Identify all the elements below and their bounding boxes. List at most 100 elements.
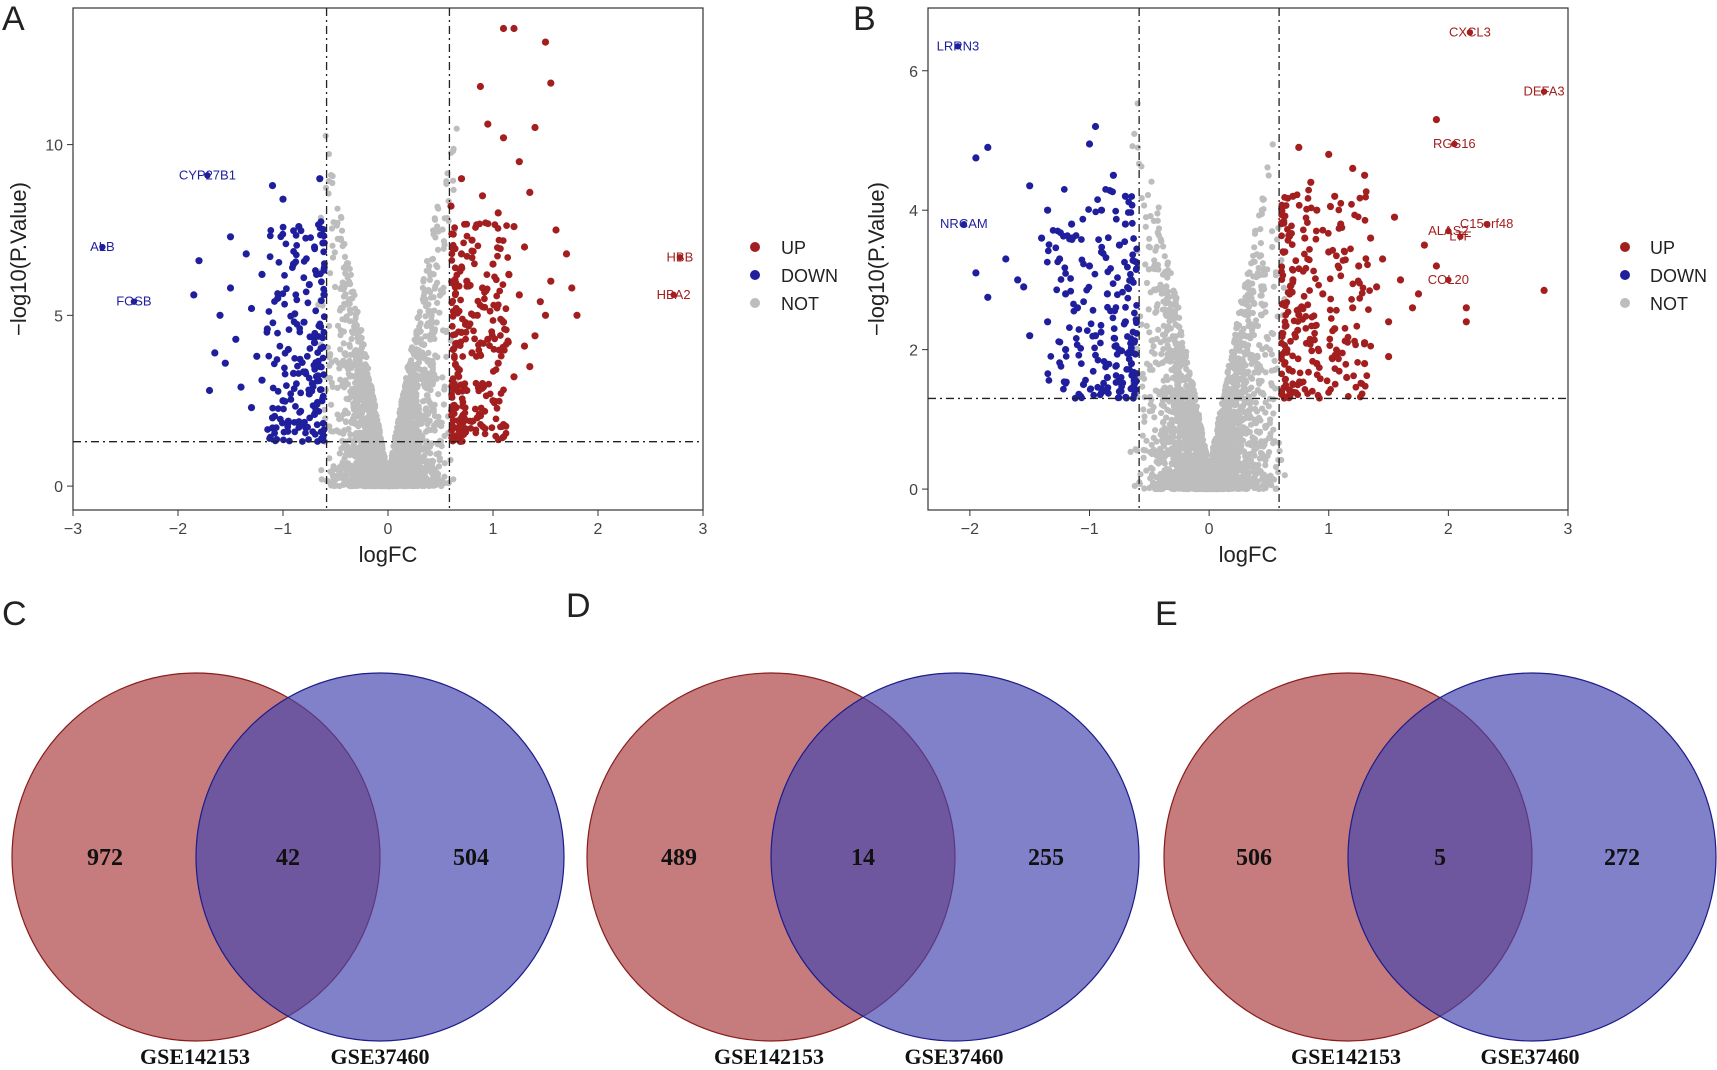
not-point [408, 372, 415, 379]
down-point [277, 233, 285, 241]
not-point [341, 441, 348, 448]
not-point [433, 419, 440, 426]
up-point [477, 352, 485, 359]
not-point [404, 403, 411, 410]
down-point [269, 319, 277, 327]
not-point [438, 478, 446, 485]
not-point [357, 478, 364, 485]
up-point [466, 320, 474, 328]
x-tick-label: 0 [384, 521, 393, 538]
not-point [1239, 356, 1246, 363]
not-point [1145, 306, 1152, 313]
not-point [1132, 446, 1139, 453]
legend-down-swatch-a [750, 270, 760, 280]
not-point [420, 342, 427, 349]
not-point [1151, 414, 1158, 421]
down-point [205, 386, 214, 395]
not-point [352, 315, 359, 322]
not-point [1146, 235, 1153, 242]
not-point [408, 408, 415, 415]
down-point [311, 329, 319, 337]
down-point [284, 423, 292, 431]
not-point [1142, 261, 1149, 268]
not-point [1259, 260, 1266, 267]
not-point [1281, 472, 1288, 479]
down-point [320, 285, 328, 293]
not-point [325, 322, 333, 330]
not-point [412, 459, 419, 466]
not-point [1270, 283, 1277, 290]
down-point [314, 349, 322, 356]
not-point [375, 469, 382, 476]
not-point [1134, 100, 1141, 107]
not-point [345, 361, 352, 368]
not-point [406, 450, 413, 457]
down-point [280, 428, 288, 436]
not-point [334, 322, 342, 329]
up-point [492, 415, 500, 423]
up-point [457, 175, 466, 183]
not-point [1244, 312, 1252, 319]
not-point [1247, 421, 1255, 428]
not-point [426, 263, 433, 270]
gene-label: HBB [667, 249, 694, 264]
not-point [443, 327, 450, 334]
plot-frame-a [72, 7, 704, 511]
not-point [1247, 457, 1255, 464]
not-point [1262, 369, 1269, 376]
not-point [353, 322, 360, 329]
down-point [305, 390, 313, 398]
not-point [436, 457, 443, 464]
not-point [333, 427, 340, 434]
down-point [302, 368, 309, 376]
gene-label: FOSB [116, 294, 151, 309]
up-point [502, 305, 510, 313]
up-point [531, 332, 539, 340]
down-point [310, 243, 319, 251]
not-point [1152, 427, 1159, 434]
not-point [1154, 210, 1161, 217]
down-point [258, 376, 266, 384]
down-point [268, 414, 277, 422]
not-point [429, 381, 436, 388]
not-point [1257, 226, 1264, 233]
not-point [411, 336, 418, 343]
down-point [195, 257, 203, 265]
down-point [310, 339, 319, 347]
not-point [375, 459, 382, 466]
not-point [429, 332, 436, 339]
not-point [420, 371, 427, 378]
not-point [318, 476, 325, 483]
down-point [247, 304, 256, 313]
down-point [266, 253, 274, 261]
not-point [1146, 408, 1153, 415]
not-point [425, 349, 432, 356]
down-point [303, 352, 311, 360]
down-point [274, 387, 282, 395]
up-point [541, 38, 550, 46]
not-point [419, 284, 426, 292]
not-point [431, 215, 438, 222]
not-point [410, 440, 417, 447]
not-point [439, 226, 446, 233]
not-point [350, 288, 357, 295]
not-point [1168, 433, 1175, 440]
up-point [505, 270, 513, 278]
up-point [449, 345, 457, 354]
not-point [422, 333, 429, 340]
not-point [1142, 214, 1150, 221]
down-point [292, 291, 300, 299]
not-point [438, 482, 445, 490]
not-point [329, 242, 336, 249]
not-point [1246, 414, 1253, 422]
down-point [287, 390, 295, 398]
down-point [320, 248, 328, 256]
up-point [481, 430, 489, 438]
not-point [1263, 333, 1270, 341]
down-point [300, 274, 308, 282]
not-point [441, 241, 448, 248]
panel-label-b: B [853, 0, 876, 38]
not-point [425, 286, 432, 294]
not-point [1149, 366, 1156, 373]
not-point [426, 308, 433, 316]
